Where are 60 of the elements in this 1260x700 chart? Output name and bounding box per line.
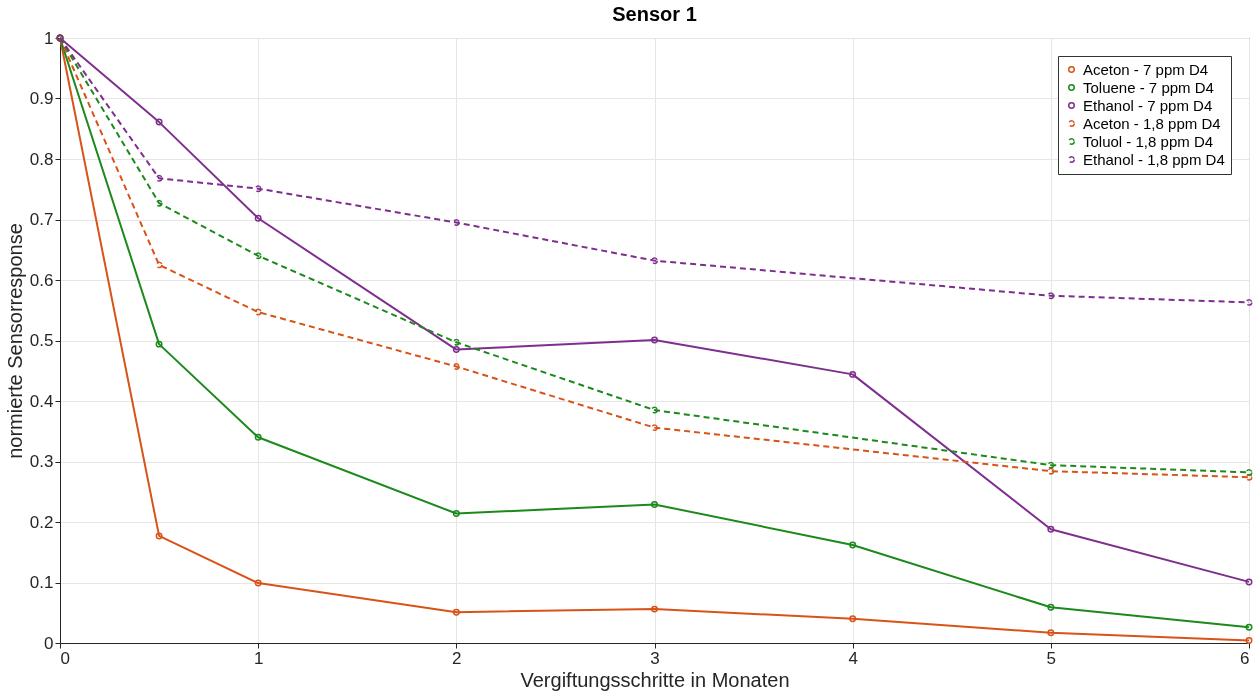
legend-label: Aceton - 7 ppm D4 xyxy=(1083,60,1209,78)
point xyxy=(651,500,658,508)
point xyxy=(651,336,658,344)
point xyxy=(254,214,262,222)
y-axis-title: normierte Sensorresponse xyxy=(3,223,26,459)
point xyxy=(254,308,262,316)
x-tick-label: 6 xyxy=(1240,648,1250,668)
point xyxy=(155,532,163,540)
point xyxy=(452,363,460,370)
point xyxy=(452,608,460,616)
x-tick-label: 0 xyxy=(60,648,70,668)
point xyxy=(452,346,460,354)
x-axis-title: Vergiftungsschritte in Monaten xyxy=(520,668,790,691)
point xyxy=(155,199,163,207)
legend-label: Toluol - 1,8 ppm D4 xyxy=(1083,132,1214,150)
point xyxy=(155,340,163,348)
legend-label: Aceton - 1,8 ppm D4 xyxy=(1083,114,1221,132)
point xyxy=(849,541,857,549)
legend-label: Toluene - 7 ppm D4 xyxy=(1083,78,1214,96)
point xyxy=(1047,629,1055,637)
point xyxy=(254,433,262,441)
point xyxy=(651,257,658,265)
point xyxy=(651,605,658,613)
point xyxy=(155,174,163,182)
point xyxy=(1047,603,1055,611)
y-tick-label: 0.1 xyxy=(29,573,54,592)
point xyxy=(1047,525,1055,533)
point xyxy=(1047,461,1055,469)
x-tick-label: 5 xyxy=(1046,648,1057,668)
point xyxy=(254,185,262,193)
legend-label: Ethanol - 7 ppm D4 xyxy=(1083,96,1213,114)
point xyxy=(452,219,460,227)
point xyxy=(452,510,460,518)
point xyxy=(1047,467,1055,475)
legend-label: Ethanol - 1,8 ppm D4 xyxy=(1083,150,1225,168)
y-tick-label: 0 xyxy=(44,633,54,653)
y-tick-label: 1 xyxy=(44,28,54,48)
y-tick-label: 0.4 xyxy=(29,391,54,411)
x-tick-label: 1 xyxy=(253,648,264,668)
y-tick-label: 0.8 xyxy=(29,149,54,169)
y-tick-label: 0.7 xyxy=(29,210,54,229)
point xyxy=(155,118,163,126)
chart-title: Sensor 1 xyxy=(612,3,697,25)
point xyxy=(651,406,658,414)
point xyxy=(651,424,658,432)
y-tick-label: 0.5 xyxy=(29,331,54,350)
point xyxy=(1047,292,1055,300)
point xyxy=(849,370,857,378)
point xyxy=(849,615,857,623)
x-tick-label: 3 xyxy=(650,648,660,668)
point xyxy=(452,338,460,346)
point xyxy=(155,261,163,269)
y-tick-label: 0.3 xyxy=(29,452,54,471)
x-tick-label: 2 xyxy=(452,648,462,668)
y-tick-label: 0.2 xyxy=(29,512,54,532)
y-tick-label: 0.9 xyxy=(29,89,54,108)
y-tick-label: 0.6 xyxy=(29,270,54,290)
point xyxy=(254,579,262,587)
x-tick-label: 4 xyxy=(848,648,858,668)
point xyxy=(254,252,262,260)
